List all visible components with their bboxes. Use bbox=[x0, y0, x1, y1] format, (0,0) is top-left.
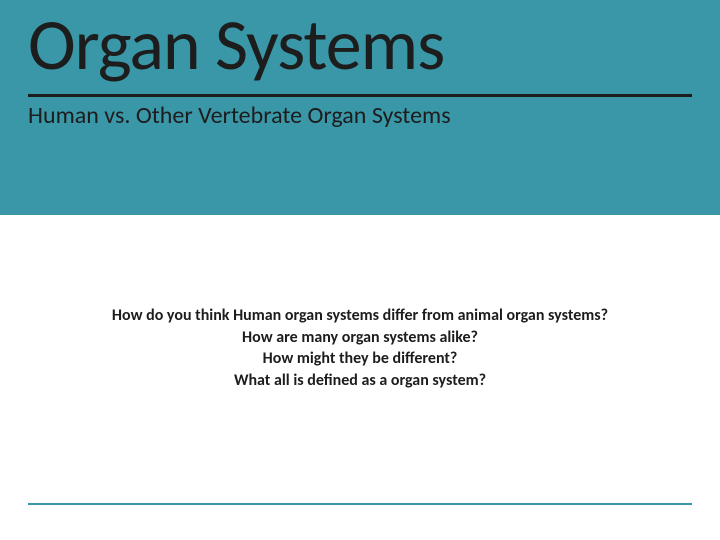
header-band: Organ Systems Human vs. Other Vertebrate… bbox=[0, 0, 720, 215]
title-underline bbox=[28, 94, 692, 97]
body-line-4: What all is defined as a organ system? bbox=[28, 370, 692, 392]
slide-subtitle: Human vs. Other Vertebrate Organ Systems bbox=[28, 101, 692, 130]
body-line-2: How are many organ systems alike? bbox=[28, 327, 692, 349]
body-line-1: How do you think Human organ systems dif… bbox=[28, 305, 692, 327]
slide-title: Organ Systems bbox=[28, 8, 692, 84]
body-line-3: How might they be different? bbox=[28, 348, 692, 370]
body-text-block: How do you think Human organ systems dif… bbox=[0, 215, 720, 391]
bottom-accent-rule bbox=[28, 503, 692, 505]
